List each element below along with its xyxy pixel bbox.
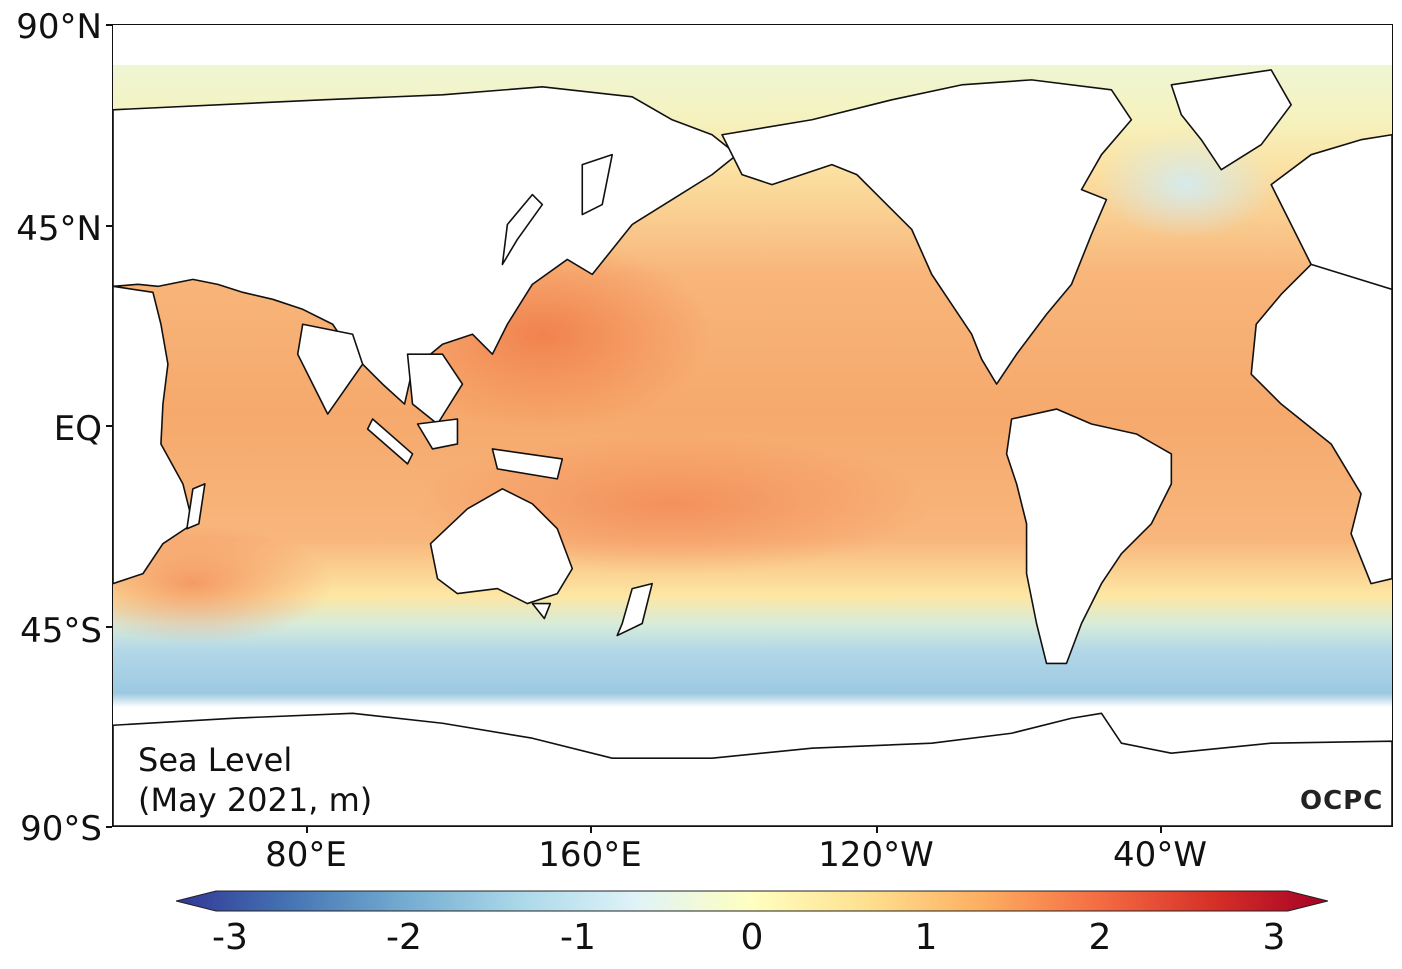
land-india	[296, 323, 364, 415]
land-tasmania	[531, 602, 552, 620]
land-sumatra	[366, 418, 414, 465]
map-title: Sea Level (May 2021, m)	[138, 740, 372, 820]
land-greenland	[1170, 69, 1292, 171]
land-australia	[429, 488, 574, 605]
land-north-america	[721, 79, 1133, 385]
colorbar-label: -2	[386, 917, 422, 958]
lat-tick	[106, 225, 112, 227]
land-africa	[113, 285, 194, 585]
lon-label-160e: 160°E	[538, 835, 642, 875]
lon-tick	[876, 827, 878, 833]
sea-level-map	[113, 64, 1392, 826]
map-frame	[112, 24, 1393, 827]
land-masses	[113, 69, 1392, 826]
lon-label-120w: 120°W	[818, 835, 934, 875]
lat-tick	[106, 626, 112, 628]
land-kamchatka	[581, 153, 614, 216]
land-africa-west	[1250, 263, 1392, 585]
land-indochina	[406, 353, 464, 425]
lat-label-45n: 45°N	[16, 209, 102, 249]
colorbar-label: -3	[212, 917, 248, 958]
lat-tick	[106, 24, 112, 26]
lon-tick	[1160, 827, 1162, 833]
land-madagascar	[186, 483, 206, 530]
warm-anomaly-indian-ocean	[113, 523, 333, 644]
land-south-america	[1005, 408, 1173, 665]
colorbar-label: 2	[1088, 917, 1112, 958]
land-japan	[501, 193, 544, 266]
colorbar	[176, 890, 1328, 912]
land-eurasia	[113, 86, 738, 405]
land-new-zealand	[616, 582, 653, 637]
land-new-guinea	[491, 448, 564, 480]
land-borneo	[416, 418, 459, 450]
ocpc-logo: OCPC	[1300, 786, 1384, 816]
map-title-line2: (May 2021, m)	[138, 781, 373, 819]
colorbar-label: -1	[560, 917, 596, 958]
land-antarctica	[113, 712, 1392, 826]
lat-label-45s: 45°S	[20, 611, 102, 651]
colorbar-label: 3	[1262, 917, 1286, 958]
lon-tick	[306, 827, 308, 833]
lon-label-80e: 80°E	[265, 835, 347, 875]
lon-label-40w: 40°W	[1113, 835, 1207, 875]
lon-tick	[590, 827, 592, 833]
lat-label-90s: 90°S	[20, 809, 102, 849]
lat-tick	[106, 826, 112, 828]
lat-tick	[106, 425, 112, 427]
map-title-line1: Sea Level	[138, 741, 293, 779]
lat-label-eq: EQ	[53, 409, 102, 449]
colorbar-label: 1	[914, 917, 938, 958]
lat-label-90n: 90°N	[16, 7, 102, 47]
colorbar-body	[176, 890, 1328, 912]
colorbar-label: 0	[740, 917, 764, 958]
